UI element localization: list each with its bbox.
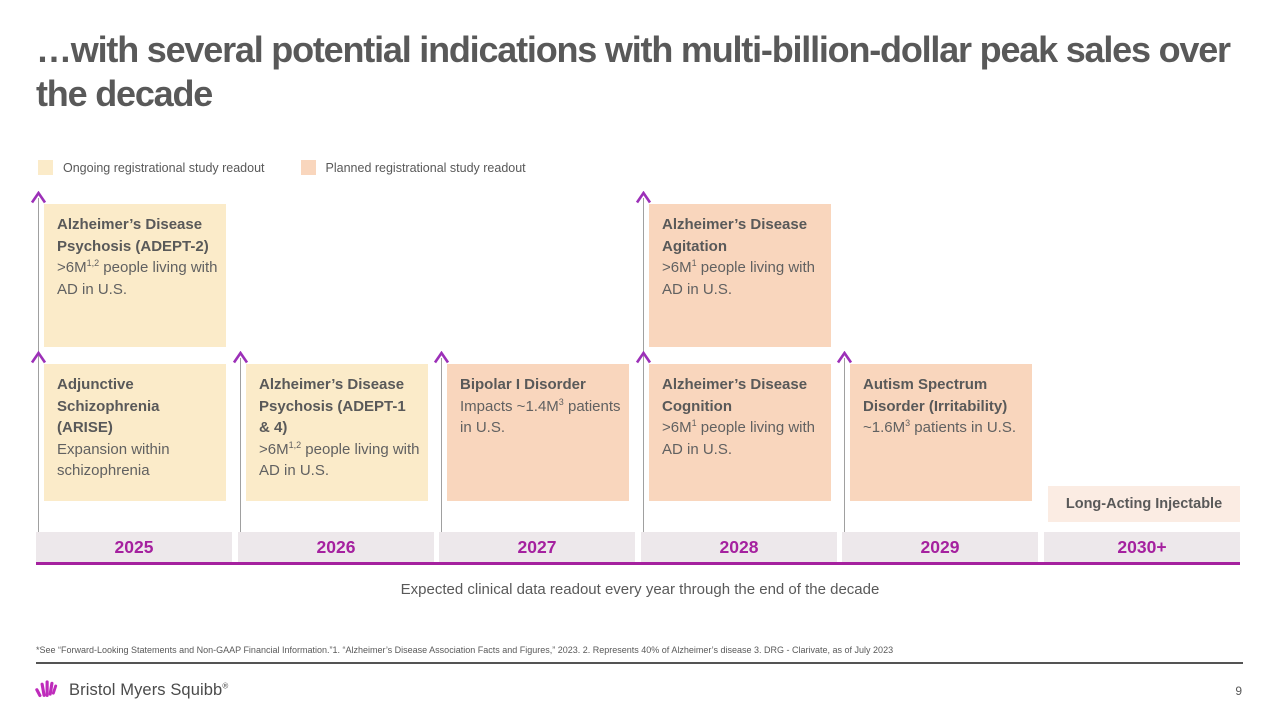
legend-item: Ongoing registrational study readout bbox=[38, 160, 265, 175]
box-body: Expansion within schizophrenia bbox=[57, 440, 170, 480]
timeline-column-2025: Alzheimer’s Disease Psychosis (ADEPT-2) >… bbox=[30, 190, 232, 572]
legend-swatch-ongoing bbox=[38, 160, 53, 175]
year-bar: 2027 bbox=[439, 532, 635, 562]
box-title: Alzheimer’s Disease Agitation bbox=[662, 216, 808, 255]
up-arrow-icon bbox=[635, 191, 652, 204]
up-arrow-icon bbox=[635, 351, 652, 364]
connector-line bbox=[441, 358, 442, 532]
box-body: >6M1,2 people living with AD in U.S. bbox=[57, 258, 218, 298]
connector-line bbox=[643, 198, 644, 532]
box-body: ~1.6M3 patients in U.S. bbox=[863, 418, 1017, 437]
box-title: Alzheimer’s Disease Psychosis (ADEPT-1 &… bbox=[259, 376, 406, 436]
timeline-column-2026: Alzheimer’s Disease Psychosis (ADEPT-1 &… bbox=[232, 190, 434, 572]
box-body: >6M1 people living with AD in U.S. bbox=[662, 258, 816, 298]
timeline-column-2027: Bipolar I Disorder Impacts ~1.4M3 patient… bbox=[433, 190, 635, 572]
timeline-baseline bbox=[36, 562, 1240, 565]
box-title: Adjunctive Schizophrenia (ARISE) bbox=[57, 376, 160, 436]
box-title: Alzheimer’s Disease Cognition bbox=[662, 376, 808, 415]
connector-line bbox=[240, 358, 241, 532]
indication-box: Alzheimer’s Disease Agitation >6M1 people… bbox=[649, 204, 831, 347]
caption: Expected clinical data readout every yea… bbox=[400, 581, 880, 598]
brand-name: Bristol Myers Squibb® bbox=[69, 680, 229, 699]
bms-hand-icon bbox=[35, 680, 58, 698]
timeline-column-2029: Autism Spectrum Disorder (Irritability) ~… bbox=[836, 190, 1038, 572]
box-title: Bipolar I Disorder bbox=[460, 376, 586, 393]
box-body: >6M1,2 people living with AD in U.S. bbox=[259, 439, 420, 479]
footnote: *See “Forward-Looking Statements and Non… bbox=[36, 645, 894, 655]
year-bar: 2030+ bbox=[1044, 532, 1240, 562]
page-number: 9 bbox=[1235, 684, 1242, 698]
year-bar: 2026 bbox=[238, 532, 434, 562]
up-arrow-icon bbox=[433, 351, 450, 364]
indication-box: Alzheimer’s Disease Psychosis (ADEPT-2) >… bbox=[44, 204, 226, 347]
indication-box: Alzheimer’s Disease Cognition >6M1 people… bbox=[649, 364, 831, 501]
connector-line bbox=[38, 198, 39, 532]
indication-box: Alzheimer’s Disease Psychosis (ADEPT-1 &… bbox=[246, 364, 428, 501]
label-box: Long-Acting Injectable bbox=[1048, 486, 1240, 522]
timeline-column-2030+: Long-Acting Injectable 2030+ bbox=[1044, 190, 1240, 572]
legend-label: Ongoing registrational study readout bbox=[63, 160, 265, 175]
timeline-column-2028: Alzheimer’s Disease Agitation >6M1 people… bbox=[635, 190, 837, 572]
legend-label: Planned registrational study readout bbox=[325, 160, 526, 175]
connector-line bbox=[844, 358, 845, 532]
box-title: Long-Acting Injectable bbox=[1065, 496, 1223, 512]
box-body: >6M1 people living with AD in U.S. bbox=[662, 418, 816, 458]
box-body: Impacts ~1.4M3 patients in U.S. bbox=[460, 396, 621, 436]
year-bar: 2028 bbox=[641, 532, 837, 562]
box-title: Alzheimer’s Disease Psychosis (ADEPT-2) bbox=[57, 216, 209, 255]
legend: Ongoing registrational study readout Plan… bbox=[38, 160, 526, 175]
indication-box: Autism Spectrum Disorder (Irritability) ~… bbox=[850, 364, 1032, 501]
year-bar: 2029 bbox=[842, 532, 1038, 562]
year-bar: 2025 bbox=[36, 532, 232, 562]
footer-divider bbox=[36, 662, 1243, 664]
legend-swatch-planned bbox=[300, 160, 316, 175]
timeline: Alzheimer’s Disease Psychosis (ADEPT-2) >… bbox=[30, 190, 1240, 572]
up-arrow-icon bbox=[30, 191, 47, 204]
up-arrow-icon bbox=[836, 351, 853, 364]
indication-box: Adjunctive Schizophrenia (ARISE) Expansio… bbox=[44, 364, 226, 501]
registered-mark: ® bbox=[222, 681, 229, 690]
box-title: Autism Spectrum Disorder (Irritability) bbox=[863, 376, 1008, 415]
slide-title: …with several potential indications with… bbox=[36, 29, 1231, 114]
indication-box: Bipolar I Disorder Impacts ~1.4M3 patient… bbox=[447, 364, 629, 501]
legend-item: Planned registrational study readout bbox=[300, 160, 526, 175]
up-arrow-icon bbox=[30, 351, 47, 364]
footer: Bristol Myers Squibb® bbox=[34, 676, 228, 704]
up-arrow-icon bbox=[232, 351, 249, 364]
